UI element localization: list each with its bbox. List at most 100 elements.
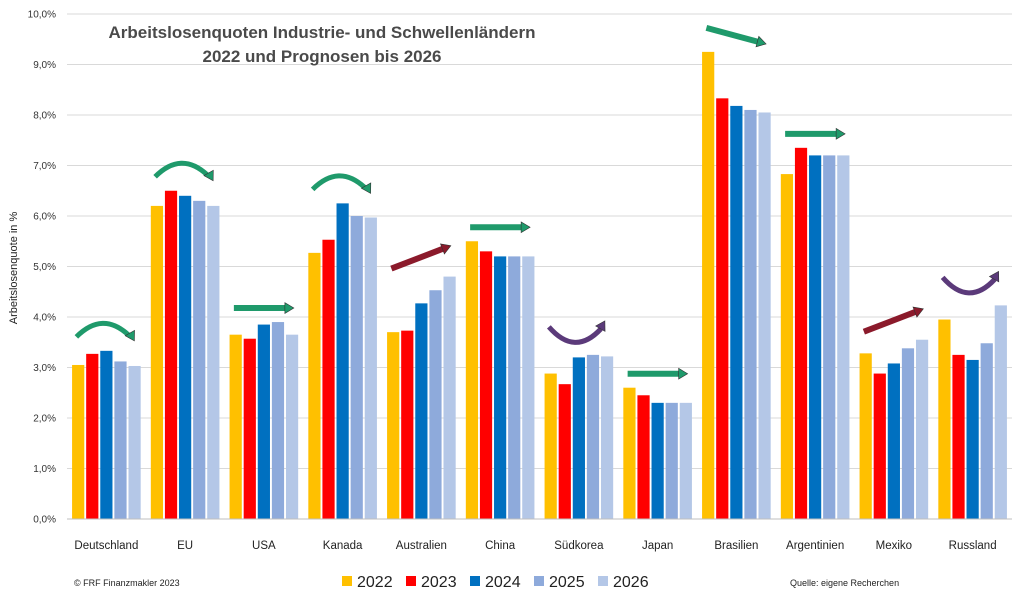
trend-arrow-head <box>678 367 689 380</box>
x-tick-label: Kanada <box>323 540 363 552</box>
bar-2024 <box>966 359 979 519</box>
bar-2023 <box>164 190 178 519</box>
bar-2025 <box>980 343 993 519</box>
y-tick-label: 1,0% <box>33 464 56 475</box>
bar-2024 <box>100 350 113 519</box>
legend-swatch-2024 <box>470 576 480 586</box>
chart-title-line1: Arbeitslosenquoten Industrie- und Schwel… <box>109 23 536 42</box>
bar-2022 <box>465 241 479 519</box>
bar-2024 <box>809 155 822 519</box>
legend-label-2025: 2025 <box>549 574 585 591</box>
bar-2022 <box>702 51 715 519</box>
bar-2023 <box>243 338 256 519</box>
bars <box>72 51 1007 520</box>
legend: 2022 2023 2024 2025 2026 <box>342 574 649 591</box>
trend-arrow-head <box>595 320 606 332</box>
y-tick-label: 3,0% <box>33 363 56 374</box>
x-tick-label: Australien <box>396 540 447 552</box>
bar-2024 <box>494 256 507 519</box>
x-tick-label: China <box>485 540 516 552</box>
y-axis-ticks: 0,0% 1,0% 2,0% 3,0% 4,0% 5,0% 6,0% 7,0% 8,0% 9,0%… <box>28 10 56 526</box>
x-tick-label: Brasilien <box>714 540 758 552</box>
trend-arrow-head <box>835 127 846 140</box>
bar-2026 <box>994 305 1007 519</box>
bar-2025 <box>586 354 600 519</box>
trend-arrow-head <box>440 243 452 255</box>
trend-arrow-head <box>360 182 372 194</box>
bar-2022 <box>544 373 557 519</box>
bar-2024 <box>415 303 428 519</box>
trend-arrow-head <box>520 221 531 234</box>
trend-arrow-arc <box>310 173 367 192</box>
bar-2026 <box>364 217 377 519</box>
trend-arrow-head <box>284 302 295 314</box>
bar-2026 <box>758 112 771 519</box>
trend-arrow-u-turn <box>940 275 997 296</box>
x-axis-categories: Deutschland EU USA Kanada Australien China Süd… <box>74 540 996 552</box>
trend-arrow-arc <box>153 160 209 179</box>
copyright-note: © FRF Finanzmakler 2023 <box>74 578 180 588</box>
bar-2024 <box>179 195 192 520</box>
trend-arrow-head <box>912 306 924 318</box>
legend-swatch-2022 <box>342 576 352 586</box>
bar-2022 <box>229 334 242 519</box>
trend-arrow-arc <box>74 320 131 339</box>
bar-2023 <box>479 251 493 519</box>
bar-2024 <box>257 324 270 519</box>
y-tick-label: 6,0% <box>33 212 56 223</box>
bar-2025 <box>271 322 285 519</box>
bar-2026 <box>443 276 456 519</box>
legend-label-2022: 2022 <box>357 574 393 591</box>
bar-2026 <box>207 205 220 519</box>
bar-2022 <box>780 174 794 519</box>
bar-2023 <box>873 373 886 519</box>
y-tick-label: 5,0% <box>33 262 56 273</box>
bar-2026 <box>600 356 614 519</box>
gridlines <box>67 13 1012 469</box>
y-tick-label: 4,0% <box>33 313 56 324</box>
legend-label-2026: 2026 <box>613 574 649 591</box>
x-tick-label: Mexiko <box>876 540 912 552</box>
x-tick-label: Japan <box>642 540 673 552</box>
legend-label-2024: 2024 <box>485 574 521 591</box>
bar-2023 <box>716 98 729 520</box>
bar-2022 <box>623 387 636 519</box>
trend-arrow-head <box>988 270 1000 283</box>
legend-swatch-2026 <box>598 576 608 586</box>
trend-arrow-up <box>390 245 445 272</box>
bar-2025 <box>193 200 206 519</box>
trend-arrow-head <box>124 329 135 342</box>
bar-2023 <box>86 353 99 519</box>
trend-arrow-head <box>755 35 767 48</box>
bar-2023 <box>637 395 650 519</box>
bar-2023 <box>322 239 335 520</box>
bar-2026 <box>915 339 929 519</box>
bar-2022 <box>308 252 321 520</box>
y-tick-label: 8,0% <box>33 111 56 122</box>
legend-swatch-2025 <box>534 576 544 586</box>
bar-2025 <box>114 361 127 519</box>
source-note: Quelle: eigene Recherchen <box>790 578 899 588</box>
bar-2025 <box>665 402 678 519</box>
bar-2026 <box>128 365 141 519</box>
bar-2026 <box>285 334 299 519</box>
bar-2024 <box>887 363 900 519</box>
bar-2022 <box>859 353 872 519</box>
bar-2022 <box>72 364 85 519</box>
bar-2025 <box>429 290 442 519</box>
bar-2023 <box>558 384 571 519</box>
bar-2024 <box>336 203 349 519</box>
y-tick-label: 7,0% <box>33 161 56 172</box>
bar-2023 <box>794 147 808 519</box>
chart-title-line2: 2022 und Prognosen bis 2026 <box>202 47 441 66</box>
bar-2024 <box>651 402 664 519</box>
trend-arrow-up <box>862 308 917 335</box>
bar-2024 <box>730 105 743 519</box>
bar-2022 <box>150 205 164 519</box>
trend-arrow-u-turn <box>546 325 603 345</box>
x-tick-label: USA <box>252 540 276 552</box>
legend-swatch-2023 <box>406 576 416 586</box>
bar-2025 <box>350 216 363 519</box>
x-tick-label: Argentinien <box>786 540 844 552</box>
